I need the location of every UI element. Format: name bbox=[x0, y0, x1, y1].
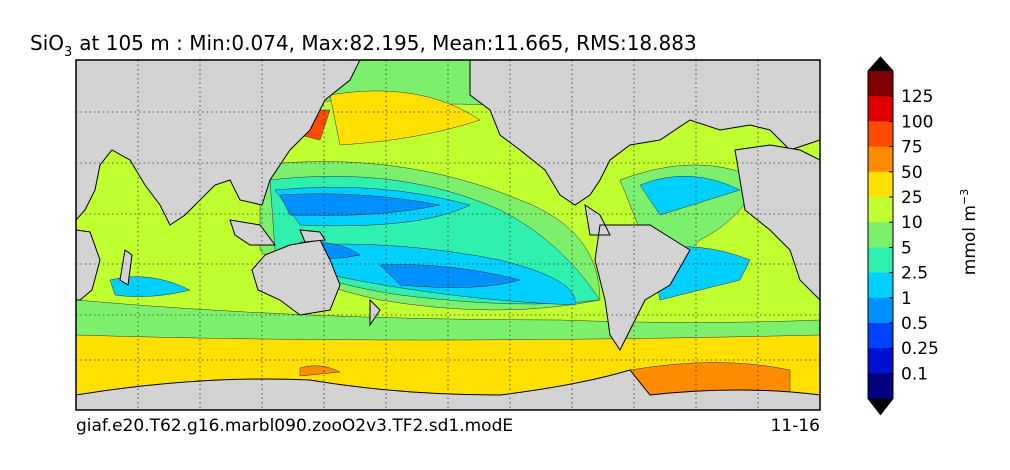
colorbar-tick-label: 0.25 bbox=[901, 339, 939, 359]
colorbar-swatch bbox=[868, 323, 893, 349]
field-north-pacific bbox=[329, 90, 481, 146]
colorbar-swatch bbox=[868, 222, 893, 248]
footer-years: 11-16 bbox=[771, 416, 820, 436]
colorbar-swatch bbox=[868, 373, 893, 400]
colorbar-tick-label: 100 bbox=[901, 112, 933, 132]
colorbar-swatch bbox=[868, 96, 893, 122]
land-south-america bbox=[584, 203, 691, 351]
map bbox=[75, 59, 821, 411]
colorbar-swatch bbox=[868, 197, 893, 223]
colorbar-tick-label: 75 bbox=[901, 138, 923, 158]
colorbar-extend-over bbox=[868, 57, 893, 71]
colorbar-swatch bbox=[868, 71, 893, 97]
colorbar-swatch bbox=[868, 247, 893, 274]
colorbar-tick-label: 10 bbox=[901, 213, 923, 233]
colorbar-tick-label: 0.1 bbox=[901, 364, 928, 384]
colorbar-tick-label: 5 bbox=[901, 238, 912, 258]
field-south-orange bbox=[299, 362, 791, 401]
colorbar-swatch bbox=[868, 272, 893, 299]
title-subscript: 3 bbox=[64, 45, 72, 60]
colorbar-tick-label: 125 bbox=[901, 87, 933, 107]
field-very-low-si bbox=[279, 193, 521, 288]
colorbar-swatch bbox=[868, 146, 893, 173]
colorbar-tick-label: 1 bbox=[901, 289, 912, 309]
colorbar: 125 100 75 50 25 10 5 2.5 1 0.5 0.25 0.1 bbox=[867, 56, 939, 416]
colorbar-exponent: −3 bbox=[958, 189, 971, 205]
colorbar-swatch bbox=[868, 297, 893, 324]
map-frame bbox=[75, 59, 821, 411]
land-north-america bbox=[469, 60, 820, 206]
colorbar-tick-label: 2.5 bbox=[901, 264, 928, 284]
colorbar-swatch bbox=[868, 348, 893, 374]
footer-case: giaf.e20.T62.g16.marbl090.zooO2v3.TF2.sd… bbox=[76, 416, 513, 436]
colorbar-extend-under bbox=[868, 398, 893, 415]
graticule bbox=[76, 60, 820, 410]
map-title: SiO3 at 105 m : Min:0.074, Max:82.195, Me… bbox=[30, 31, 697, 60]
colorbar-unit: mmol m bbox=[960, 205, 980, 275]
land-africa-west bbox=[734, 144, 820, 301]
colorbar-label: mmol m−3 bbox=[958, 189, 980, 275]
title-species: SiO bbox=[30, 31, 64, 55]
colorbar-tick-label: 0.5 bbox=[901, 314, 928, 334]
colorbar-tick-label: 50 bbox=[901, 163, 923, 183]
land-africa-east bbox=[76, 229, 133, 301]
colorbar-outline bbox=[867, 56, 894, 416]
colorbar-swatch bbox=[868, 171, 893, 198]
title-text: at 105 m : Min:0.074, Max:82.195, Mean:1… bbox=[79, 31, 696, 55]
colorbar-tick-label: 25 bbox=[901, 188, 923, 208]
land-maritime bbox=[229, 219, 326, 246]
colorbar-swatch bbox=[868, 121, 893, 148]
